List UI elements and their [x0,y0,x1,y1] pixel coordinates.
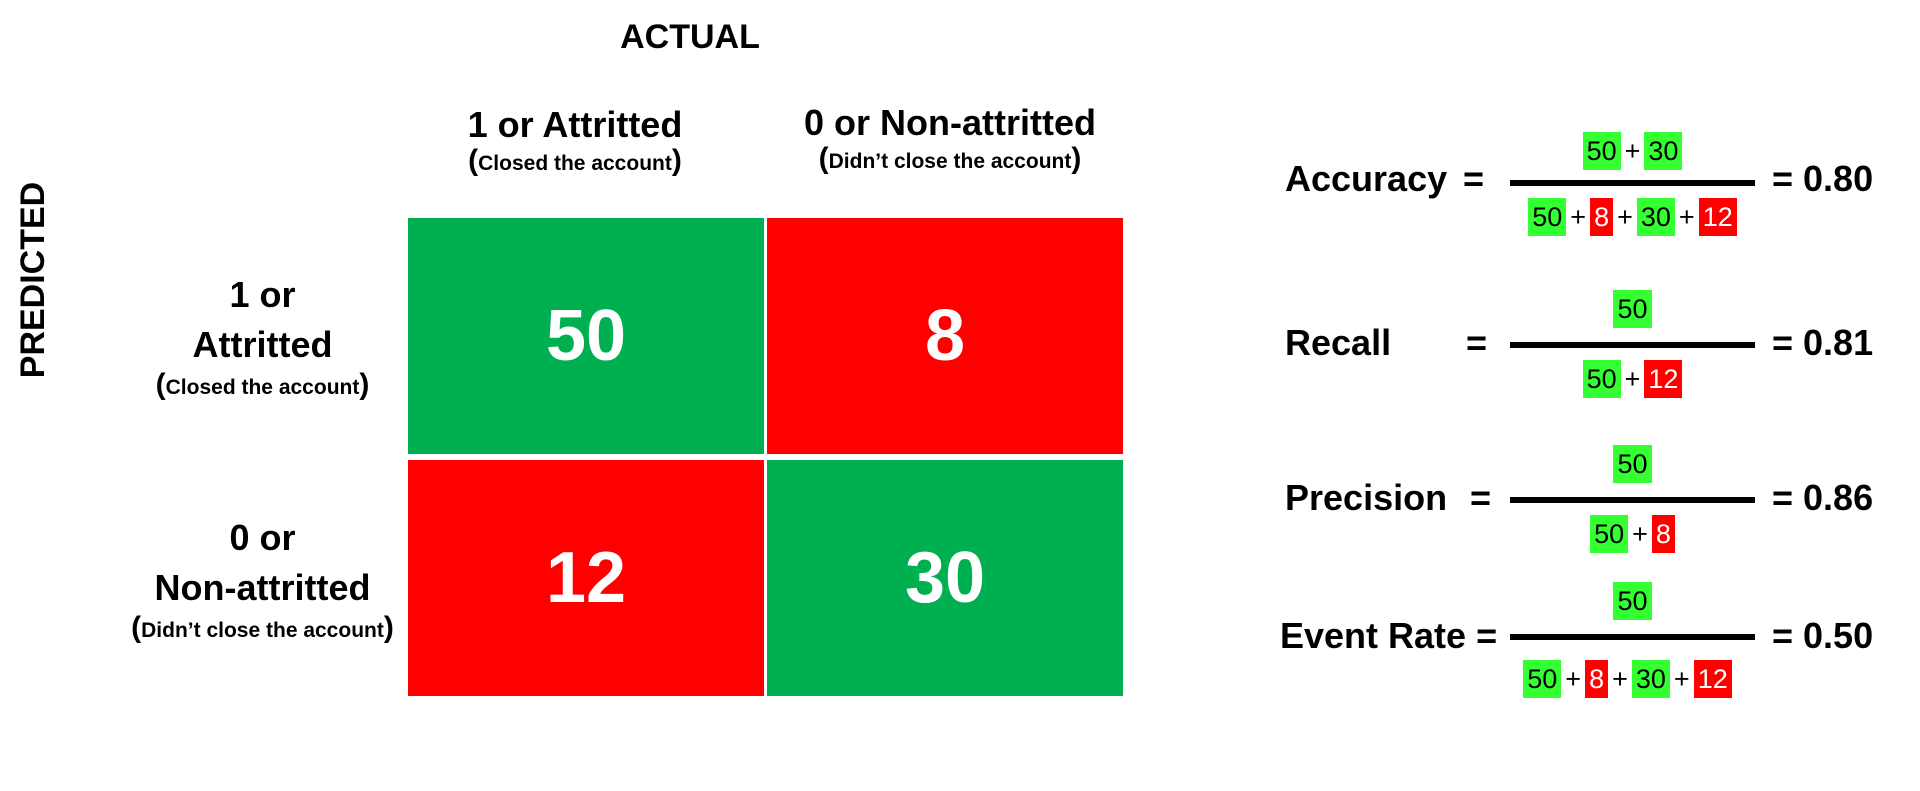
event-rate-denominator: 50 + 8 + 30 + 12 [1505,660,1750,698]
term-tp: 50 [1613,582,1652,620]
recall-denominator: 50 + 12 [1510,360,1755,398]
row-header-line2: Attritted [192,324,333,365]
row-header-line2: Non-attritted [154,567,371,608]
metric-name-event-rate: Event Rate = [1280,615,1498,656]
fraction-bar [1510,342,1755,348]
term-tp: 50 [1523,660,1562,698]
plus-sign: + [1565,663,1582,694]
column-header-non-attritted: 0 or Non-attritted (Didn’t close the acc… [760,102,1140,177]
plus-sign: + [1678,201,1695,232]
matrix-cell-false-positive: 8 [767,218,1123,454]
term-fp: 8 [1590,198,1614,236]
row-header-sub: (Didn’t close the account) [131,611,394,644]
fraction-bar [1510,634,1755,640]
term-tn: 30 [1644,132,1683,170]
event-rate-numerator: 50 [1510,582,1755,620]
column-header-main: 1 or Attritted [467,104,683,145]
row-header-non-attritted: 0 or Non-attritted (Didn’t close the acc… [90,513,435,646]
matrix-cell-false-negative: 12 [408,460,764,696]
row-header-attritted: 1 or Attritted (Closed the account) [90,270,435,403]
plus-sign: + [1624,363,1641,394]
precision-result: = 0.86 [1772,477,1874,518]
precision-numerator: 50 [1510,445,1755,483]
column-header-attritted: 1 or Attritted (Closed the account) [410,104,740,179]
term-tp: 50 [1528,198,1567,236]
row-header-line1: 0 or [229,517,296,558]
column-header-main: 0 or Non-attritted [804,102,1096,143]
metric-name-accuracy: Accuracy [1285,158,1448,199]
equals-sign: = [1470,477,1492,518]
actual-axis-title: ACTUAL [620,18,760,56]
term-fn: 12 [1644,360,1683,398]
accuracy-denominator: 50 + 8 + 30 + 12 [1510,198,1755,236]
term-tp: 50 [1582,360,1621,398]
accuracy-numerator: 50 + 30 [1510,132,1755,170]
plus-sign: + [1673,663,1690,694]
predicted-axis-title: PREDICTED [14,181,52,379]
plus-sign: + [1617,201,1633,232]
fraction-bar [1510,497,1755,503]
column-header-sub: (Closed the account) [468,144,682,177]
precision-denominator: 50 + 8 [1510,515,1755,553]
accuracy-result: = 0.80 [1772,158,1874,199]
row-header-sub: (Closed the account) [155,368,370,401]
term-fn: 12 [1693,660,1732,698]
term-tp: 50 [1590,515,1629,553]
matrix-cell-true-positive: 50 [408,218,764,454]
recall-numerator: 50 [1510,290,1755,328]
plus-sign: + [1570,201,1587,232]
term-tn: 30 [1636,198,1675,236]
term-fp: 8 [1651,515,1675,553]
event-rate-result: = 0.50 [1772,615,1874,656]
term-tp: 50 [1613,290,1652,328]
equals-sign: = [1463,158,1485,199]
row-header-line1: 1 or [229,274,296,315]
term-tp: 50 [1613,445,1652,483]
term-fp: 8 [1585,660,1609,698]
fraction-bar [1510,180,1755,186]
equals-sign: = [1466,322,1488,363]
term-tn: 30 [1631,660,1670,698]
term-tp: 50 [1582,132,1621,170]
metric-name-precision: Precision [1285,477,1448,518]
plus-sign: + [1624,135,1641,166]
term-fn: 12 [1698,198,1737,236]
matrix-cell-true-negative: 30 [767,460,1123,696]
metric-name-recall: Recall [1285,322,1392,363]
recall-result: = 0.81 [1772,322,1874,363]
plus-sign: + [1632,518,1648,549]
plus-sign: + [1612,663,1628,694]
column-header-sub: (Didn’t close the account) [818,142,1082,175]
